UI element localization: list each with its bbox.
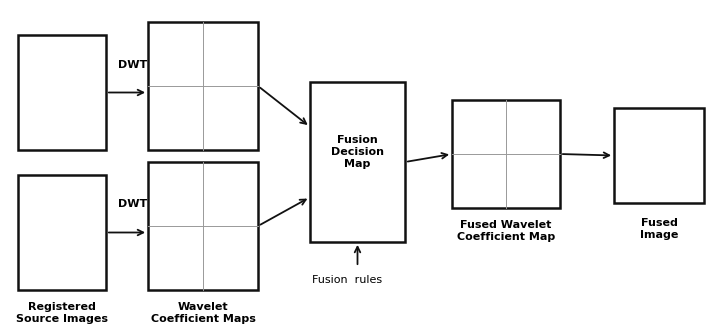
Text: Fusion
Decision
Map: Fusion Decision Map	[330, 135, 384, 169]
Text: Fusion  rules: Fusion rules	[312, 275, 382, 285]
Text: Registered
Source Images: Registered Source Images	[16, 302, 108, 324]
Bar	[148, 162, 258, 290]
Text: Fused Wavelet
Coefficient Map: Fused Wavelet Coefficient Map	[457, 220, 555, 242]
Bar	[148, 22, 258, 150]
Bar	[614, 108, 704, 203]
Text: DWT: DWT	[118, 199, 147, 209]
Text: Wavelet
Coefficient Maps: Wavelet Coefficient Maps	[151, 302, 255, 324]
Bar	[310, 82, 405, 242]
Text: Fused
Image: Fused Image	[640, 218, 678, 240]
Bar	[18, 35, 106, 150]
Text: DWT: DWT	[118, 60, 147, 70]
Bar	[452, 100, 560, 208]
Bar	[18, 175, 106, 290]
